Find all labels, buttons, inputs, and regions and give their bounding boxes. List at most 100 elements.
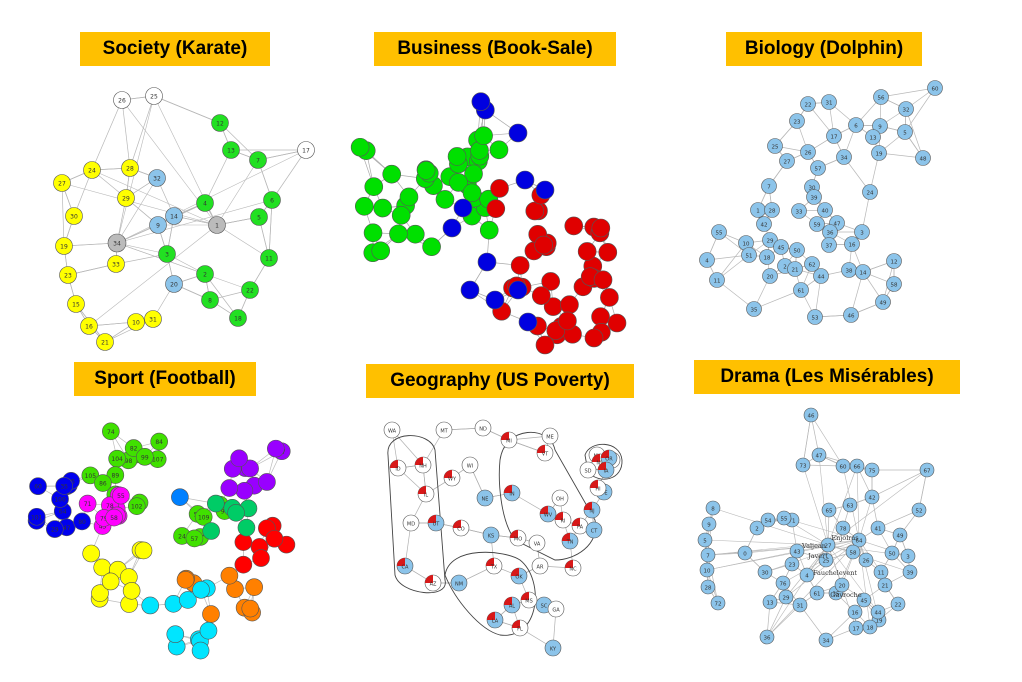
karate-node-label: 20: [170, 282, 178, 289]
football-node: [127, 497, 146, 515]
dolphin-node: [898, 101, 914, 117]
dolphin-node: [826, 128, 842, 144]
booksale-node: [447, 147, 467, 166]
karate-edge: [61, 182, 65, 247]
football-node-label: 47: [63, 525, 71, 532]
booksale-node: [518, 312, 538, 332]
dolphin-node-label: 49: [880, 301, 887, 307]
dolphin-node-label: 47: [834, 222, 841, 228]
booksale-node: [525, 201, 545, 221]
karate-edge: [121, 99, 131, 169]
booksale-node: [354, 196, 374, 216]
karate-node: [229, 309, 247, 327]
lesmis-node-label: 2: [755, 527, 759, 533]
lesmis-node: [818, 632, 834, 648]
football-node-label: 98: [125, 458, 133, 465]
lesmis-node-label: 26: [863, 559, 870, 565]
football-node-label: 43: [99, 524, 107, 531]
dolphin-node-label: 14: [860, 271, 867, 277]
poverty-node-marker: [453, 520, 461, 528]
dolphin-node: [844, 236, 860, 252]
football-node: [122, 581, 141, 600]
poverty-node-label: RI: [561, 519, 566, 525]
dolphin-node-label: 29: [767, 239, 774, 245]
football-node: [207, 494, 225, 513]
poverty-node: [528, 534, 546, 552]
lesmis-node: [902, 564, 918, 580]
booksale-node: [535, 180, 555, 200]
poverty-node-label: IN: [509, 492, 514, 498]
poverty-node-marker: [562, 533, 570, 541]
football-node: [27, 507, 46, 526]
dolphin-node: [699, 252, 715, 268]
booksale-node: [515, 170, 535, 190]
lesmis-edge: [802, 464, 829, 546]
poverty-node-label: CA: [402, 565, 409, 571]
karate-node-label: 21: [101, 340, 109, 347]
dolphin-node: [886, 276, 902, 292]
poverty-node-label: PA: [577, 525, 584, 531]
poverty-node-label: AR: [537, 565, 544, 571]
lesmis-node-label: 54: [765, 519, 772, 525]
karate-edge: [91, 99, 123, 171]
karate-node: [107, 255, 125, 273]
poverty-node-label: ND: [479, 427, 487, 433]
lesmis-node: [697, 532, 713, 548]
dolphin-node-label: 27: [784, 160, 791, 166]
lesmis-node-label: 71: [789, 519, 796, 525]
lesmis-node: [900, 548, 916, 564]
lesmis-edge: [858, 539, 909, 557]
dolphin-node-label: 46: [848, 314, 855, 320]
booksale-node: [435, 190, 455, 209]
lesmis-node-label: 63: [847, 504, 854, 510]
karate-node: [196, 194, 214, 212]
karate-node: [222, 141, 240, 159]
booksale-node: [363, 223, 383, 243]
football-node: [166, 625, 185, 644]
lesmis-node: [803, 407, 819, 423]
booksale-node: [577, 242, 597, 261]
poverty-node-marker: [444, 470, 452, 478]
lesmis-node: [792, 597, 808, 613]
karate-node-label: 15: [72, 302, 80, 309]
dolphin-node: [813, 268, 829, 284]
poverty-node-marker: [415, 457, 423, 465]
dolphin-node-label: 37: [826, 244, 833, 250]
poverty-node-label: VT: [542, 452, 549, 458]
poverty-node-marker: [592, 454, 600, 462]
lesmis-node: [775, 575, 791, 591]
karate-edge: [116, 199, 273, 244]
football-node: [202, 605, 220, 623]
lesmis-node-label: 66: [854, 465, 861, 471]
booksale-node: [406, 224, 425, 244]
dolphin-node: [817, 202, 833, 218]
dolphin-node: [897, 124, 913, 140]
football-node-label: 107: [152, 457, 164, 464]
panel-title-dolphin: Biology (Dolphin): [726, 32, 922, 66]
lesmis-node-label: 39: [907, 571, 914, 577]
football-node-label: 104: [111, 456, 123, 463]
karate-node-label: 10: [132, 320, 140, 327]
football-node: [176, 571, 195, 589]
poverty-node: [450, 574, 468, 592]
poverty-node-label: GA: [552, 608, 560, 614]
football-node-label: 80: [78, 519, 86, 526]
karate-node-label: 29: [122, 196, 130, 203]
poverty-node: [544, 639, 562, 657]
panel-title-les-miserables: Drama (Les Misérables): [694, 360, 960, 394]
football-node: [192, 581, 210, 599]
booksale-node: [591, 218, 611, 238]
dolphin-node-label: 16: [849, 243, 856, 249]
dolphin-node-label: 5: [903, 131, 907, 137]
dolphin-node-label: 21: [792, 268, 799, 274]
lesmis-node-label: 28: [705, 586, 712, 592]
karate-node: [165, 207, 183, 225]
dolphin-node-label: 56: [878, 96, 885, 102]
lesmis-node-label: 13: [767, 601, 774, 607]
football-node: [252, 549, 270, 567]
lesmis-node-label: 29: [783, 596, 790, 602]
lesmis-node: [877, 577, 893, 593]
lesmis-node-label: 20: [839, 584, 846, 590]
lesmis-node: [701, 516, 717, 532]
karate-node: [65, 207, 83, 225]
